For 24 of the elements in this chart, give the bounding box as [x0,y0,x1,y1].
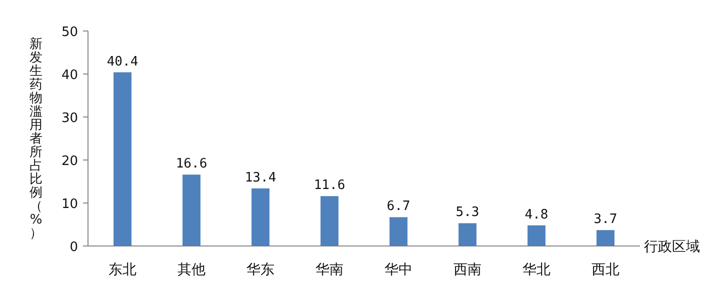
data-label: 6.7 [386,199,410,214]
data-label: 16.6 [176,156,208,172]
data-label: 40.4 [106,54,138,70]
x-tick-label: 其他 [178,262,206,278]
data-label: 4.8 [524,207,548,222]
x-axis-title: 行政区域 [644,239,700,255]
x-tick-label: 华中 [384,262,412,278]
x-tick-label: 东北 [108,262,136,278]
y-tick-label: 20 [61,154,78,169]
y-tick-label: 40 [61,68,78,83]
x-tick-label: 华南 [316,262,344,278]
y-axis-title: 新发生药物滥用者所占比例（%） [30,37,42,241]
data-label: 5.3 [456,205,480,220]
x-tick-label: 西北 [592,262,620,278]
data-label: 13.4 [244,170,276,186]
x-tick-label: 华东 [246,262,274,278]
x-tick-label: 西南 [454,262,482,278]
x-tick-label: 华北 [522,262,550,278]
y-tick-label: 50 [61,25,78,40]
y-tick-label: 10 [61,197,78,212]
y-tick-label: 30 [61,111,78,126]
data-label: 3.7 [594,212,618,228]
y-tick-label: 0 [70,240,78,255]
data-label: 11.6 [314,178,346,194]
